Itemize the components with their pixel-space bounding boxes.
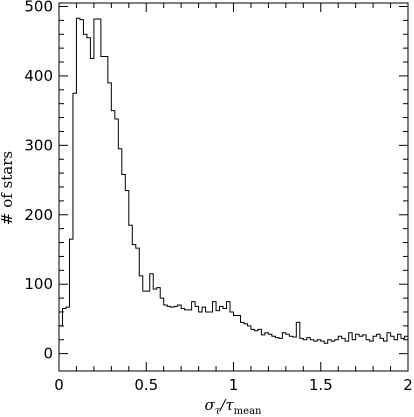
x-axis-label-symbol-2: τ: [225, 396, 234, 414]
y-tick-label: 400: [24, 67, 53, 85]
y-tick-label: 100: [24, 275, 53, 293]
x-axis-label-symbol: σ: [205, 396, 216, 414]
x-axis-label-subscript: τ: [215, 406, 221, 417]
x-axis-label-subscript-2: mean: [234, 406, 262, 417]
x-tick-label: 1.5: [309, 376, 333, 394]
x-tick-labels: 0 0.5 1 1.5 2: [54, 376, 413, 394]
y-tick-label: 200: [24, 206, 53, 224]
tick-marks: [58, 3, 409, 371]
x-axis-label: στ/τmean: [205, 396, 263, 417]
y-tick-label: 500: [24, 0, 53, 15]
y-axis-label: # of stars: [0, 151, 16, 225]
x-tick-label: 0.5: [134, 376, 158, 394]
x-tick-label: 1: [229, 376, 239, 394]
histogram-step-line: [58, 17, 408, 354]
x-axis-label-separator: /: [218, 396, 227, 414]
y-tick-label: 0: [43, 345, 53, 363]
x-tick-label: 0: [54, 376, 64, 394]
y-tick-labels: 0 100 200 300 400 500: [24, 0, 53, 363]
x-tick-label: 2: [403, 376, 413, 394]
y-tick-label: 300: [24, 136, 53, 154]
